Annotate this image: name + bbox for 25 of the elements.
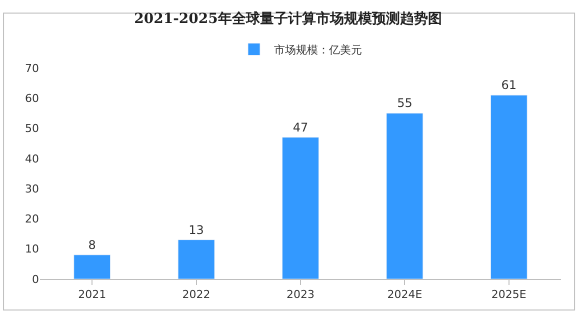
y-tick-label: 20	[25, 212, 39, 226]
legend-label: 市场规模：亿美元	[274, 44, 362, 57]
x-tick-label: 2022	[182, 288, 210, 302]
chart-title: 2021-2025年全球量子计算市场规模预测趋势图	[134, 10, 442, 27]
y-tick-label: 40	[25, 152, 39, 166]
data-label: 55	[397, 96, 412, 110]
data-label: 47	[292, 120, 308, 134]
x-tick-label: 2023	[286, 288, 314, 302]
x-tick-label: 2025E	[491, 288, 526, 302]
y-tick-label: 10	[25, 242, 39, 256]
y-tick-label: 70	[25, 62, 39, 75]
x-tick-label: 2021	[78, 288, 106, 302]
y-tick-label: 50	[25, 122, 39, 136]
bar	[74, 254, 111, 279]
y-tick-label: 60	[25, 92, 39, 105]
bar	[386, 112, 424, 279]
data-label: 61	[501, 78, 517, 92]
data-label: 8	[88, 238, 96, 252]
bar	[178, 240, 215, 279]
data-label: 13	[188, 222, 204, 237]
x-tick-label: 2024E	[387, 288, 422, 302]
y-tick-label: 30	[25, 182, 39, 196]
bar	[490, 94, 528, 279]
y-tick-label: 0	[32, 272, 39, 286]
bar	[282, 137, 319, 279]
